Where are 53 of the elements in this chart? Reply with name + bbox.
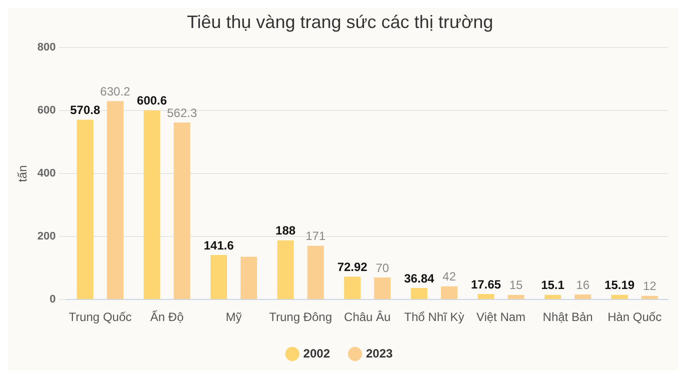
data-label: 171 [306, 229, 326, 244]
bar [641, 296, 658, 300]
data-label: 12 [642, 279, 657, 294]
data-label: 570.8 [70, 103, 100, 118]
data-label: 70 [376, 260, 390, 275]
bar [611, 294, 628, 300]
bar [106, 101, 124, 300]
data-label: 17.65 [470, 277, 502, 292]
y-tick-label: 0 [50, 294, 56, 306]
data-label: 36.84 [404, 271, 434, 286]
data-label: 15.1 [541, 278, 565, 292]
x-tick-label: Việt Nam [476, 310, 526, 324]
data-label: 15.19 [604, 278, 635, 292]
x-tick-label: Thổ Nhĩ Kỳ [404, 310, 464, 324]
chart-title: Tiêu thụ vàng trang sức các thị trường [186, 12, 494, 32]
bar [508, 294, 524, 300]
legend-label: 2002 [303, 346, 330, 360]
data-label: 72.92 [337, 260, 368, 274]
legend-label: 2023 [366, 346, 394, 360]
x-tick-label: Châu Âu [344, 310, 391, 324]
data-label: 42 [442, 270, 456, 284]
y-tick-label: 600 [37, 104, 56, 117]
bar [174, 122, 190, 300]
x-tick-label: Trung Quốc [68, 310, 132, 324]
data-label: 141.6 [204, 238, 234, 252]
x-tick-label: Trung Đông [269, 310, 332, 324]
bar [574, 294, 592, 300]
data-label: 15 [509, 278, 524, 292]
bar [344, 276, 361, 300]
data-label: 600.6 [136, 94, 168, 108]
y-tick-label: 200 [37, 230, 56, 243]
bar [277, 240, 294, 300]
data-label: 16 [576, 278, 590, 292]
x-tick-label: Nhật Bản [542, 310, 593, 324]
x-tick-label: Mỹ [226, 310, 242, 324]
y-axis-title: tấn [16, 165, 30, 182]
bar [210, 254, 227, 300]
x-tick-label: Ấn Độ [150, 310, 184, 324]
bar [374, 278, 391, 300]
bar [307, 246, 324, 300]
bar [440, 286, 458, 300]
data-label: 188 [276, 224, 296, 238]
bar [410, 288, 428, 300]
y-tick-label: 800 [37, 42, 56, 54]
bar [144, 110, 160, 300]
bar [76, 120, 94, 300]
bar [544, 294, 562, 300]
x-tick-label: Hàn Quốc [608, 310, 662, 324]
bar [478, 294, 494, 300]
y-tick-label: 400 [37, 168, 56, 180]
bar [240, 256, 258, 300]
data-label: 562.3 [166, 106, 198, 120]
data-label: 630.2 [100, 84, 131, 98]
